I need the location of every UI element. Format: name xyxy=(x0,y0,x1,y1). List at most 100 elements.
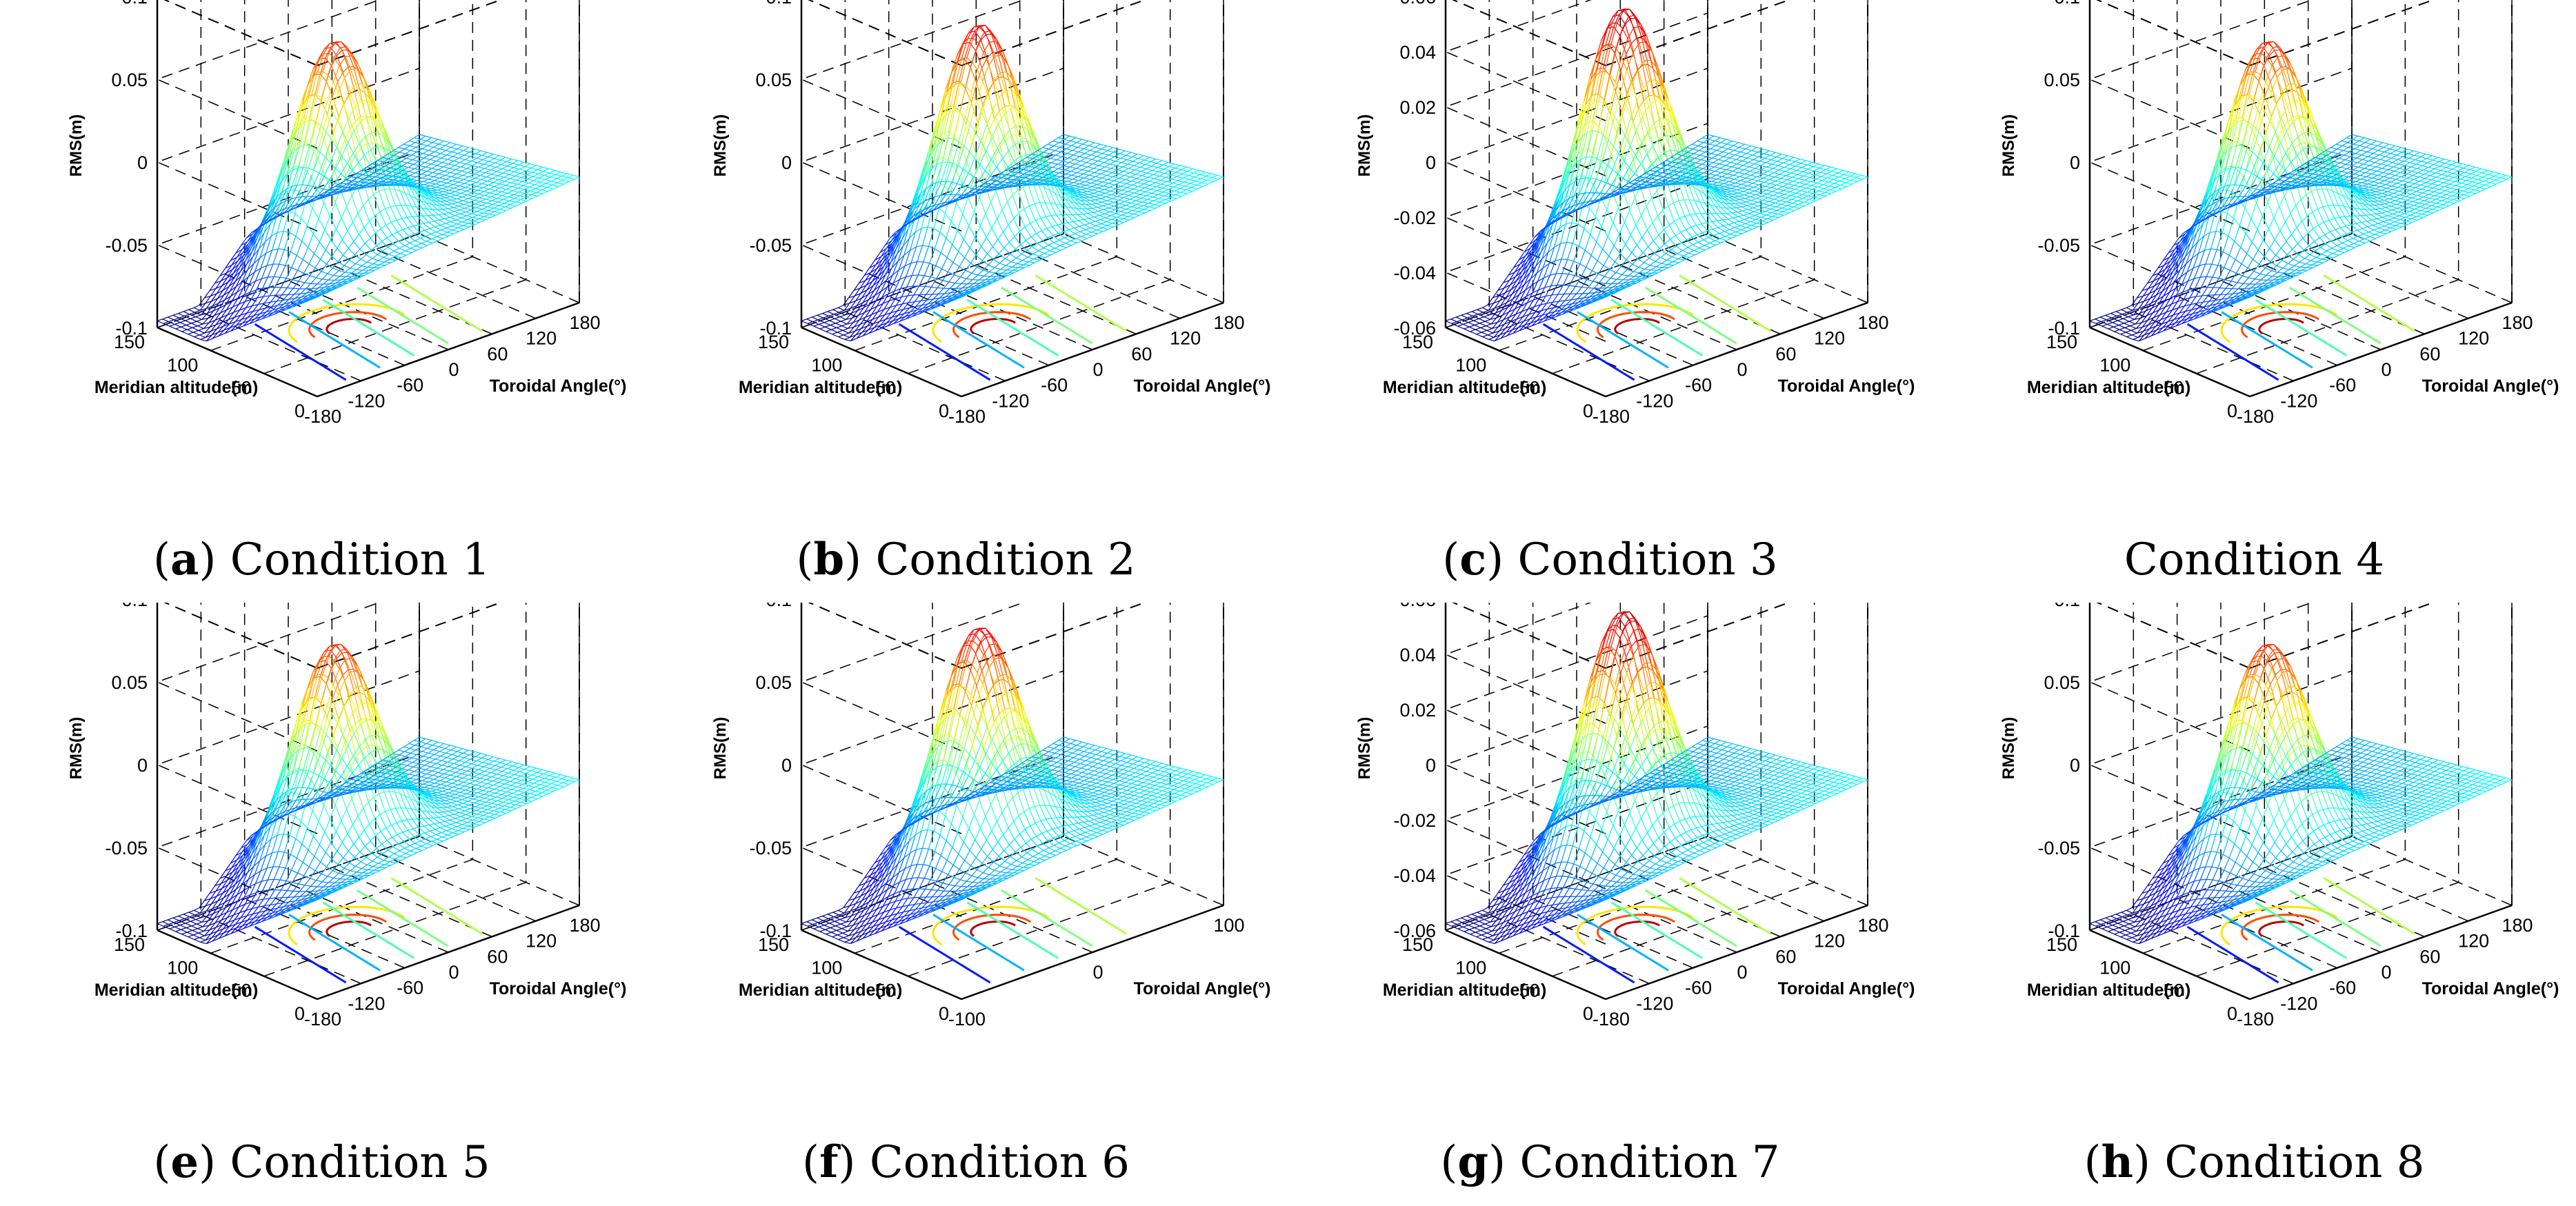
mesh-line xyxy=(1073,154,1080,157)
mesh-line xyxy=(1141,197,1148,200)
mesh-line xyxy=(420,235,426,239)
mesh-line xyxy=(1099,214,1106,219)
mesh-line xyxy=(224,330,232,334)
mesh-line xyxy=(923,246,929,262)
mesh-line xyxy=(1144,181,1150,185)
mesh-line xyxy=(970,50,977,68)
mesh-line xyxy=(507,192,514,195)
mesh-line xyxy=(1009,125,1017,131)
mesh-line xyxy=(432,240,439,244)
mesh-line xyxy=(875,328,882,332)
mesh-line xyxy=(552,186,559,190)
mesh-line xyxy=(205,330,212,338)
mesh-line xyxy=(175,326,181,330)
mesh-line xyxy=(1161,183,1168,186)
mesh-line xyxy=(1126,183,1132,186)
mesh-line xyxy=(190,318,197,322)
mesh-line xyxy=(421,245,428,248)
mesh-line xyxy=(1180,189,1186,193)
mesh-line xyxy=(990,272,996,277)
mesh-line xyxy=(1132,153,1138,158)
mesh-line xyxy=(934,248,941,254)
mesh-line xyxy=(972,122,979,142)
mesh-line xyxy=(1194,174,1200,178)
mesh-line xyxy=(406,158,413,161)
mesh-line xyxy=(1186,189,1192,192)
mesh-line xyxy=(539,174,545,179)
mesh-line xyxy=(299,121,306,127)
mesh-line xyxy=(954,83,961,111)
mesh-line xyxy=(323,52,329,54)
mesh-line xyxy=(986,281,992,285)
mesh-line xyxy=(927,205,934,228)
mesh-line xyxy=(293,288,300,290)
mesh-line xyxy=(1179,188,1186,191)
mesh-line xyxy=(935,265,942,270)
mesh-line xyxy=(1145,191,1152,194)
mesh-line xyxy=(199,334,206,339)
mesh-line xyxy=(441,232,448,235)
mesh-line xyxy=(1080,203,1088,210)
mesh-line xyxy=(279,265,286,278)
mesh-line xyxy=(999,110,1006,140)
mesh-line xyxy=(1129,196,1136,200)
mesh-line xyxy=(366,143,374,170)
mesh-line xyxy=(1206,173,1212,177)
mesh-line xyxy=(284,302,290,308)
mesh-line xyxy=(992,123,999,137)
mesh-line xyxy=(1001,49,1008,63)
mesh-line xyxy=(442,208,448,210)
mesh-line xyxy=(207,310,214,314)
mesh-line xyxy=(957,214,963,230)
mesh-line xyxy=(1097,205,1104,208)
mesh-line xyxy=(1199,170,1206,173)
y-gridline xyxy=(801,0,1064,328)
mesh-line xyxy=(1052,167,1059,170)
mesh-line xyxy=(1125,205,1132,208)
mesh-line xyxy=(1104,187,1110,190)
mesh-line xyxy=(1164,170,1170,174)
mesh-line xyxy=(557,182,564,185)
mesh-line xyxy=(494,155,500,159)
mesh-line xyxy=(345,272,352,274)
mesh-line xyxy=(319,192,326,196)
mesh-line xyxy=(931,286,938,288)
mesh-line xyxy=(403,143,410,147)
mesh-line xyxy=(358,272,364,277)
mesh-line xyxy=(1008,272,1015,276)
mesh-line xyxy=(433,173,439,177)
mesh-line xyxy=(1044,252,1051,256)
mesh-line xyxy=(1123,168,1129,172)
mesh-line xyxy=(1021,254,1028,258)
mesh-line xyxy=(947,297,953,301)
mesh-line xyxy=(258,241,266,250)
mesh-line xyxy=(499,203,505,206)
mesh-line xyxy=(410,245,417,249)
mesh-line xyxy=(472,169,480,172)
mesh-line xyxy=(288,208,294,212)
mesh-line xyxy=(1058,231,1064,234)
mesh-line xyxy=(483,188,490,192)
mesh-line xyxy=(470,184,477,187)
mesh-line xyxy=(827,311,835,315)
mesh-line xyxy=(323,162,331,177)
mesh-line xyxy=(990,179,997,181)
mesh-line xyxy=(1053,171,1060,174)
mesh-line xyxy=(274,177,281,197)
mesh-line xyxy=(898,254,905,270)
mesh-line xyxy=(1206,179,1213,183)
mesh-line xyxy=(1110,188,1116,192)
mesh-line xyxy=(1010,261,1018,264)
mesh-line xyxy=(484,165,490,169)
mesh-line xyxy=(1064,165,1070,168)
mesh-line xyxy=(494,185,501,189)
mesh-line xyxy=(299,169,306,193)
mesh-line xyxy=(355,106,361,123)
mesh-line xyxy=(224,327,231,334)
mesh-line xyxy=(253,313,261,316)
mesh-line xyxy=(367,100,373,117)
mesh-line xyxy=(910,306,916,312)
mesh-line xyxy=(1072,221,1080,227)
mesh-line xyxy=(320,125,327,132)
mesh-line xyxy=(225,301,232,305)
